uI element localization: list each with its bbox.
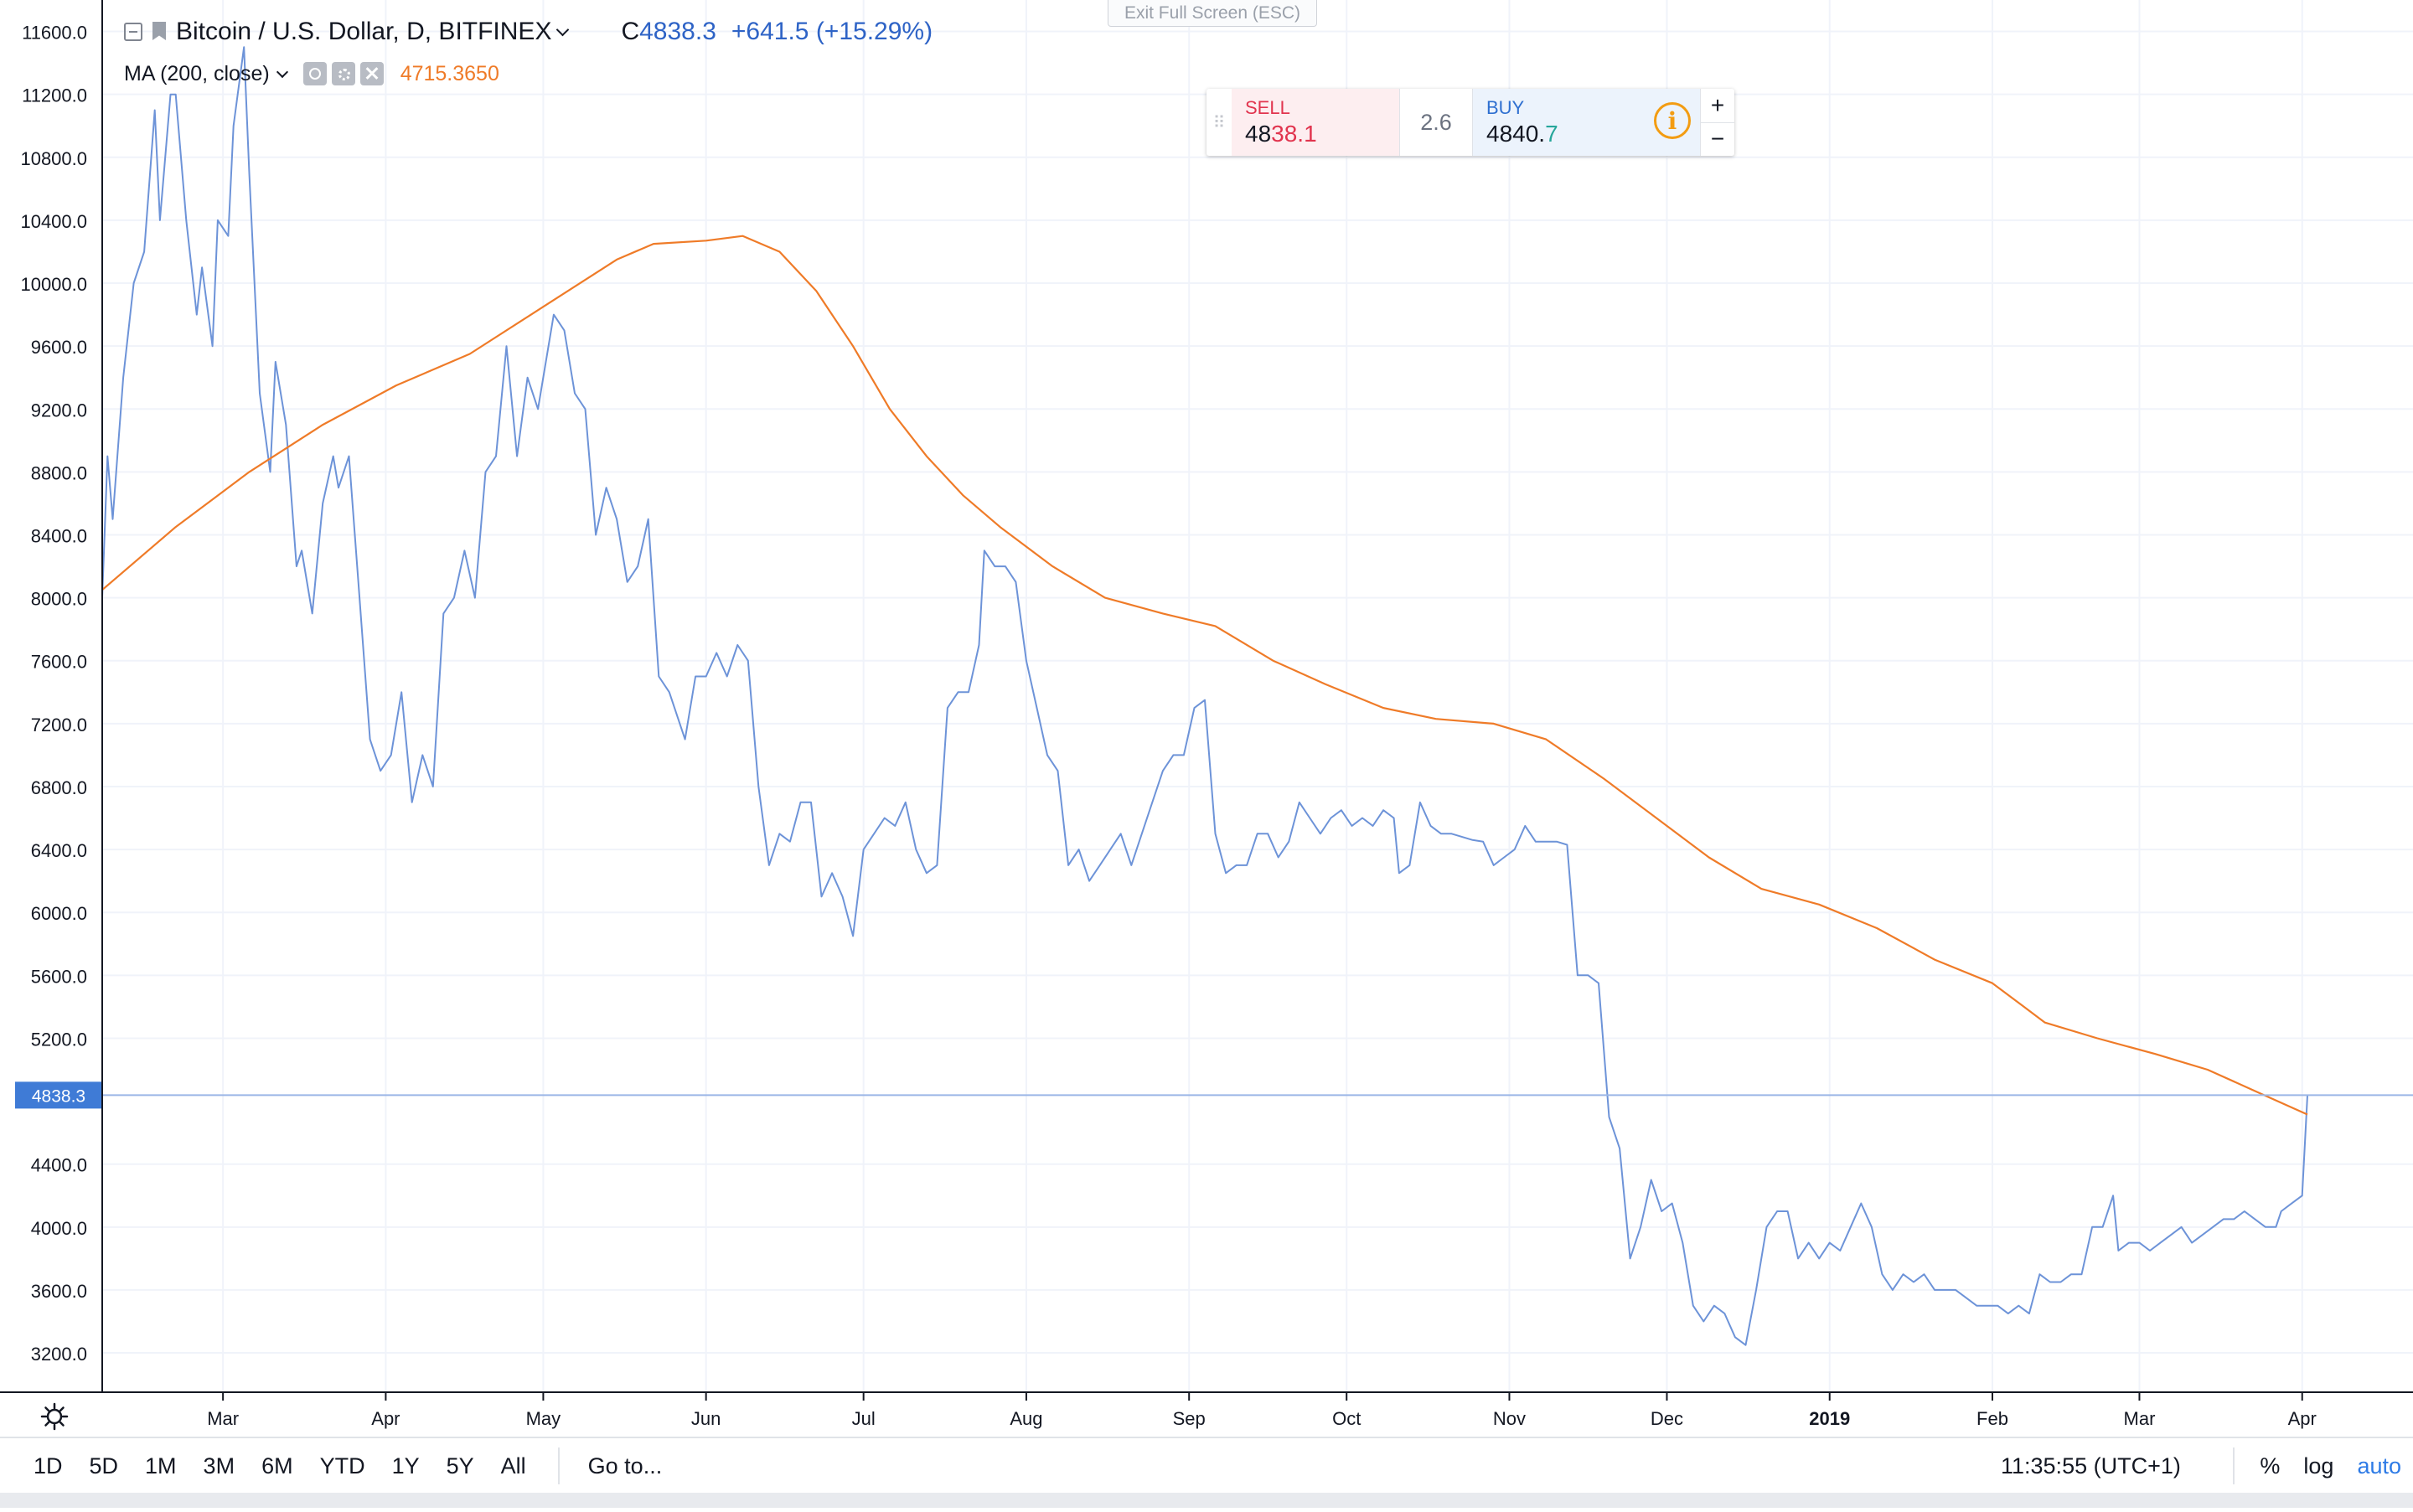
- buy-price: 4840.7: [1486, 121, 1701, 147]
- range-buttons: 1D 5D 1M 3M 6M YTD 1Y 5Y All: [0, 1439, 540, 1493]
- symbol-legend: Bitcoin / U.S. Dollar, D, BITFINEX C 4838…: [124, 13, 933, 50]
- chevron-down-icon[interactable]: [276, 65, 288, 78]
- x-tick-label: Oct: [1332, 1408, 1361, 1429]
- x-tick-label: Feb: [1976, 1408, 2008, 1429]
- y-tick-label: 11200.0: [22, 85, 87, 106]
- toolbar-divider: [2233, 1447, 2235, 1484]
- price-change: +641.5 (+15.29%): [731, 18, 933, 45]
- x-tick-label: May: [526, 1408, 561, 1429]
- trade-panel: ⠿ SELL 4838.1 2.6 BUY 4840.7 i + −: [1206, 89, 1734, 156]
- settings-icon[interactable]: [40, 1402, 69, 1431]
- x-tick-label: Aug: [1010, 1408, 1042, 1429]
- sell-price-main: 48: [1245, 121, 1272, 147]
- toolbar-divider: [557, 1447, 560, 1484]
- y-tick-label: 3600.0: [31, 1281, 87, 1302]
- chart-grid: [102, 0, 2413, 1392]
- last-price-label: 4838.3: [32, 1086, 85, 1106]
- buy-label: BUY: [1486, 97, 1525, 118]
- close-value: 4838.3: [639, 18, 716, 45]
- exit-fullscreen-button[interactable]: Exit Full Screen (ESC): [1108, 0, 1317, 27]
- y-tick-label: 6000.0: [31, 903, 87, 924]
- y-tick-label: 8400.0: [31, 526, 87, 547]
- range-button-5y[interactable]: 5Y: [446, 1453, 474, 1478]
- price-series-line: [101, 46, 2308, 1346]
- bottom-toolbar: 1D 5D 1M 3M 6M YTD 1Y 5Y All Go to... 11:35:55 (…: [0, 1439, 2413, 1493]
- range-button-ytd[interactable]: YTD: [319, 1453, 365, 1478]
- clock[interactable]: 11:35:55 (UTC+1): [2001, 1453, 2181, 1478]
- y-tick-label: 5200.0: [31, 1029, 87, 1050]
- drag-handle-icon[interactable]: ⠿: [1212, 113, 1226, 132]
- log-scale-button[interactable]: log: [2303, 1453, 2334, 1478]
- x-tick-label: Sep: [1173, 1408, 1206, 1429]
- zoom-in-button[interactable]: +: [1701, 89, 1734, 123]
- ma-series-line: [101, 235, 2308, 1116]
- x-tick-label: Apr: [371, 1408, 400, 1429]
- zoom-out-button[interactable]: −: [1710, 126, 1725, 152]
- zoom-controls: + −: [1700, 89, 1734, 156]
- info-icon[interactable]: i: [1654, 102, 1691, 139]
- y-tick-label: 3200.0: [31, 1344, 87, 1365]
- range-button-6m[interactable]: 6M: [261, 1453, 293, 1478]
- range-button-3m[interactable]: 3M: [203, 1453, 235, 1478]
- bottom-strip: [0, 1493, 2413, 1508]
- chevron-down-icon[interactable]: [556, 23, 570, 36]
- y-tick-label: 10800.0: [20, 148, 87, 169]
- close-icon[interactable]: [359, 62, 384, 85]
- y-tick-label: 10400.0: [20, 211, 87, 232]
- auto-scale-button[interactable]: auto: [2357, 1453, 2401, 1478]
- indicator-legend: MA (200, close) 4715.3650: [124, 59, 499, 89]
- y-tick-label: 4400.0: [31, 1155, 87, 1176]
- x-tick-label: 2019: [1809, 1408, 1850, 1429]
- gear-icon[interactable]: [331, 62, 355, 85]
- sell-price: 4838.1: [1245, 121, 1399, 147]
- flag-icon[interactable]: [152, 22, 168, 42]
- sell-button[interactable]: SELL 4838.1: [1232, 89, 1399, 156]
- symbol-title[interactable]: Bitcoin / U.S. Dollar, D, BITFINEX: [176, 18, 552, 45]
- y-tick-label: 7600.0: [31, 652, 87, 673]
- x-tick-label: Jun: [691, 1408, 721, 1429]
- indicator-value: 4715.3650: [400, 61, 499, 85]
- range-button-1d[interactable]: 1D: [34, 1453, 63, 1478]
- buy-price-main: 4840.: [1486, 121, 1546, 147]
- last-price-marker: [15, 1081, 102, 1109]
- y-tick-label: 10000.0: [20, 274, 87, 295]
- chart-series: [101, 46, 2413, 1346]
- y-tick-label: 9600.0: [31, 337, 87, 358]
- y-tick-label: 7200.0: [31, 715, 87, 735]
- indicator-label[interactable]: MA (200, close): [124, 61, 270, 85]
- y-tick-label: 8800.0: [31, 462, 87, 483]
- buy-price-highlight: 7: [1545, 121, 1558, 147]
- range-button-1y[interactable]: 1Y: [391, 1453, 420, 1478]
- x-tick-label: Mar: [2124, 1408, 2156, 1429]
- chart-axes: 3200.0 3600.0 4000.0 4400.0 5200.0 5600.0 6000…: [0, 0, 2413, 1438]
- y-tick-label: 8000.0: [31, 589, 87, 610]
- sell-price-highlight: 38.1: [1271, 121, 1317, 147]
- range-button-1m[interactable]: 1M: [145, 1453, 177, 1478]
- y-tick-label: 9200.0: [31, 400, 87, 421]
- y-tick-label: 11600.0: [22, 23, 87, 44]
- y-tick-label: 6800.0: [31, 777, 87, 798]
- y-tick-label: 5600.0: [31, 966, 87, 987]
- percent-scale-button[interactable]: %: [2260, 1453, 2281, 1478]
- x-tick-label: Jul: [852, 1408, 876, 1429]
- sell-label: SELL: [1245, 97, 1290, 118]
- close-label: C: [621, 18, 640, 45]
- collapse-legend-icon[interactable]: [124, 23, 142, 41]
- x-tick-label: Dec: [1651, 1408, 1683, 1429]
- x-tick-label: Mar: [207, 1408, 239, 1429]
- scale-options: % log auto: [2219, 1439, 2413, 1493]
- x-tick-label: Nov: [1493, 1408, 1526, 1429]
- eye-icon[interactable]: [302, 62, 327, 85]
- spread-value: 2.6: [1399, 89, 1473, 156]
- range-button-5d[interactable]: 5D: [89, 1453, 119, 1478]
- range-button-all[interactable]: All: [500, 1453, 526, 1478]
- x-tick-label: Apr: [2288, 1408, 2317, 1429]
- y-tick-label: 4000.0: [31, 1218, 87, 1239]
- goto-button[interactable]: Go to...: [587, 1453, 663, 1478]
- y-tick-label: 6400.0: [31, 840, 87, 861]
